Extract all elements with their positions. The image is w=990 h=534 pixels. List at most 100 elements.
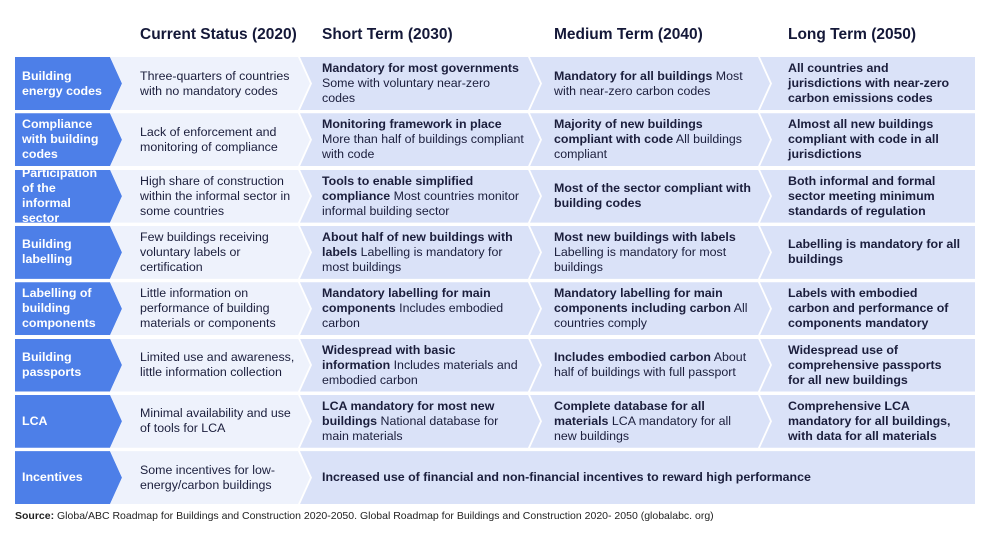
cell-bold: Mandatory for all buildings xyxy=(554,68,713,83)
table-cell: About half of new buildings with labels … xyxy=(300,226,540,279)
cell-bold: Most of the sector compliant with buildi… xyxy=(554,181,751,211)
table-cell: Some incentives for low-energy/carbon bu… xyxy=(110,451,310,504)
table-cell: Majority of new buildings compliant with… xyxy=(530,113,770,166)
cell-normal: Three-quarters of countries with no mand… xyxy=(140,68,290,98)
source: Source: Globa/ABC Roadmap for Buildings … xyxy=(15,510,714,522)
cell-bold: Widespread with basic information xyxy=(322,342,456,372)
cell-text: Lack of enforcement and monitoring of co… xyxy=(140,125,296,155)
cell-text: Some incentives for low-energy/carbon bu… xyxy=(140,463,296,493)
table-cell: Mandatory for all buildings Most with ne… xyxy=(530,57,770,110)
cell-normal: All buildings compliant xyxy=(554,132,742,162)
row-label: Compliance with building codes xyxy=(15,113,122,166)
cell-text: High share of construction within the in… xyxy=(140,174,296,219)
cell-bold: Labels with embodied carbon and performa… xyxy=(788,286,949,331)
table-cell: Tools to enable simplified compliance Mo… xyxy=(300,170,540,223)
column-header: Short Term (2030) xyxy=(322,26,453,43)
cell-text: Minimal availability and use of tools fo… xyxy=(140,406,296,436)
cell-normal: Some with voluntary near-zero codes xyxy=(322,76,491,105)
column-header: Current Status (2020) xyxy=(140,26,297,43)
row-label: Incentives xyxy=(15,451,122,504)
row-label: Labelling of building components xyxy=(15,282,122,335)
cell-bold: Almost all new buildings compliant with … xyxy=(788,117,939,162)
cell-text: Monitoring framework in place More than … xyxy=(322,117,526,162)
cell-normal: Labelling is mandatory for most building… xyxy=(322,244,503,274)
table-cell: LCA mandatory for most new buildings Nat… xyxy=(300,395,540,448)
table-cell: Few buildings receiving voluntary labels… xyxy=(110,226,310,279)
cell-bold: All countries and jurisdictions with nea… xyxy=(788,61,950,105)
cell-bold: Both informal and formal sector meeting … xyxy=(788,173,936,218)
cell-text: Comprehensive LCA mandatory for all buil… xyxy=(788,399,961,444)
cell-text: Mandatory for most governments Some with… xyxy=(322,61,526,106)
cell-normal: Minimal availability and use of tools fo… xyxy=(140,406,291,436)
cell-bold: Includes embodied carbon xyxy=(554,350,711,364)
cell-bold: Majority of new buildings compliant with… xyxy=(554,117,703,147)
table-cell: Increased use of financial and non-finan… xyxy=(300,451,975,505)
cell-text: Both informal and formal sector meeting … xyxy=(788,174,961,219)
cell-normal: All countries comply xyxy=(554,301,748,331)
cell-text: Limited use and awareness, little inform… xyxy=(140,350,296,380)
table-cell: High share of construction within the in… xyxy=(110,170,310,223)
cell-text: About half of new buildings with labels … xyxy=(322,230,526,275)
table-cell: All countries and jurisdictions with nea… xyxy=(760,57,975,110)
cell-text: Almost all new buildings compliant with … xyxy=(788,117,961,162)
row-label: Building passports xyxy=(15,339,122,392)
column-header: Long Term (2050) xyxy=(788,26,917,43)
row-label-text: Compliance with building codes xyxy=(22,117,99,162)
cell-bold: Complete database for all materials xyxy=(554,398,705,428)
cell-text: Includes embodied carbon About half of b… xyxy=(554,350,756,380)
table-cell: Labelling is mandatory for all buildings xyxy=(760,225,975,279)
cell-bold: Mandatory labelling for main components … xyxy=(554,286,731,316)
cell-bold: Labelling is mandatory for all buildings xyxy=(788,237,961,267)
cell-bold: Monitoring framework in place xyxy=(322,117,502,132)
cell-text: Labels with embodied carbon and performa… xyxy=(788,286,961,331)
row-label-text: LCA xyxy=(22,413,48,428)
cell-bold: Most new buildings with labels xyxy=(554,229,736,244)
table-cell: Mandatory labelling for main components … xyxy=(530,282,770,335)
cell-normal: Most with near-zero carbon codes xyxy=(554,68,743,98)
cell-text: Complete database for all materials LCA … xyxy=(554,399,756,444)
cell-bold: About half of new buildings with labels xyxy=(322,229,513,259)
table-cell: Complete database for all materials LCA … xyxy=(530,395,770,448)
source-text: Globa/ABC Roadmap for Buildings and Cons… xyxy=(57,510,714,522)
cell-text: Majority of new buildings compliant with… xyxy=(554,117,756,162)
table-cell: Both informal and formal sector meeting … xyxy=(760,169,975,223)
table-cell: Limited use and awareness, little inform… xyxy=(110,339,310,392)
row-label-text: Participation of the informal sector xyxy=(22,166,98,226)
cell-text: Mandatory for all buildings Most with ne… xyxy=(554,69,756,99)
cell-normal: Most countries monitor informal building… xyxy=(322,188,519,218)
cell-bold: Tools to enable simplified compliance xyxy=(322,173,474,203)
cell-text: Mandatory labelling for main components … xyxy=(554,286,756,331)
cell-text: Labelling is mandatory for all buildings xyxy=(788,237,961,267)
cell-bold: Mandatory labelling for main components xyxy=(322,286,491,316)
table-cell: Comprehensive LCA mandatory for all buil… xyxy=(760,394,975,448)
row-label-text: Incentives xyxy=(22,470,83,485)
table-cell: Minimal availability and use of tools fo… xyxy=(110,395,310,448)
cell-normal: Some incentives for low-energy/carbon bu… xyxy=(140,462,275,492)
table-cell: Mandatory for most governments Some with… xyxy=(300,57,540,110)
cell-bold: LCA mandatory for most new buildings xyxy=(322,398,495,428)
cell-normal: About half of buildings with full passpo… xyxy=(554,350,747,379)
cell-text: Three-quarters of countries with no mand… xyxy=(140,69,296,99)
table-cell: Widespread use of comprehensive passport… xyxy=(760,338,975,392)
cell-text: Widespread with basic information Includ… xyxy=(322,343,526,388)
cell-normal: Includes materials and embodied carbon xyxy=(322,357,518,387)
cell-bold: Comprehensive LCA mandatory for all buil… xyxy=(788,398,951,443)
cell-text: Increased use of financial and non-finan… xyxy=(322,470,811,485)
table-cell: Labels with embodied carbon and performa… xyxy=(760,282,975,336)
cell-normal: Few buildings receiving voluntary labels… xyxy=(140,229,269,274)
cell-text: Little information on performance of bui… xyxy=(140,286,296,331)
source-label: Source: xyxy=(15,510,55,522)
table-cell: Lack of enforcement and monitoring of co… xyxy=(110,113,310,166)
row-label: Participation of the informal sector xyxy=(15,170,122,223)
cell-bold: Mandatory for most governments xyxy=(322,61,519,75)
cell-text: Tools to enable simplified compliance Mo… xyxy=(322,174,526,219)
cell-text: Few buildings receiving voluntary labels… xyxy=(140,230,296,275)
cell-normal: National database for main materials xyxy=(322,413,499,443)
row-label: Building energy codes xyxy=(15,57,122,110)
table-cell: Almost all new buildings compliant with … xyxy=(760,113,975,167)
row-label: Building labelling xyxy=(15,226,122,279)
cell-text: Most of the sector compliant with buildi… xyxy=(554,181,756,211)
row-label-text: Building labelling xyxy=(22,237,73,267)
cell-text: Most new buildings with labels Labelling… xyxy=(554,230,756,275)
